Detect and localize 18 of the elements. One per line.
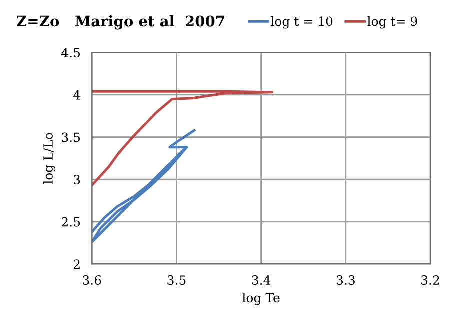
y-tick-label: 2 <box>74 260 80 269</box>
line-series <box>92 129 196 244</box>
y-tick-label: 3 <box>74 175 80 185</box>
line-series <box>92 90 274 187</box>
x-tick-label: 3.6 <box>83 276 102 285</box>
legend-label: log t = 10 <box>271 16 333 29</box>
x-tick-label: 3.2 <box>422 276 440 285</box>
x-tick-label: 3.5 <box>168 276 186 285</box>
x-tick-label: 3.3 <box>336 276 355 285</box>
y-tick-label: 4 <box>73 90 80 100</box>
y-tick-label: 2.5 <box>62 217 80 227</box>
x-tick-label: 3.4 <box>252 276 271 285</box>
y-tick-label: 3.5 <box>62 132 80 142</box>
y-tick-label: 4.5 <box>62 48 80 58</box>
legend-label: log t= 9 <box>368 16 418 29</box>
y-axis-title: log L/Lo <box>43 133 56 184</box>
x-axis-title: log Te <box>242 292 280 306</box>
chart-title: Z=Zo Marigo et al 2007 <box>16 15 224 30</box>
